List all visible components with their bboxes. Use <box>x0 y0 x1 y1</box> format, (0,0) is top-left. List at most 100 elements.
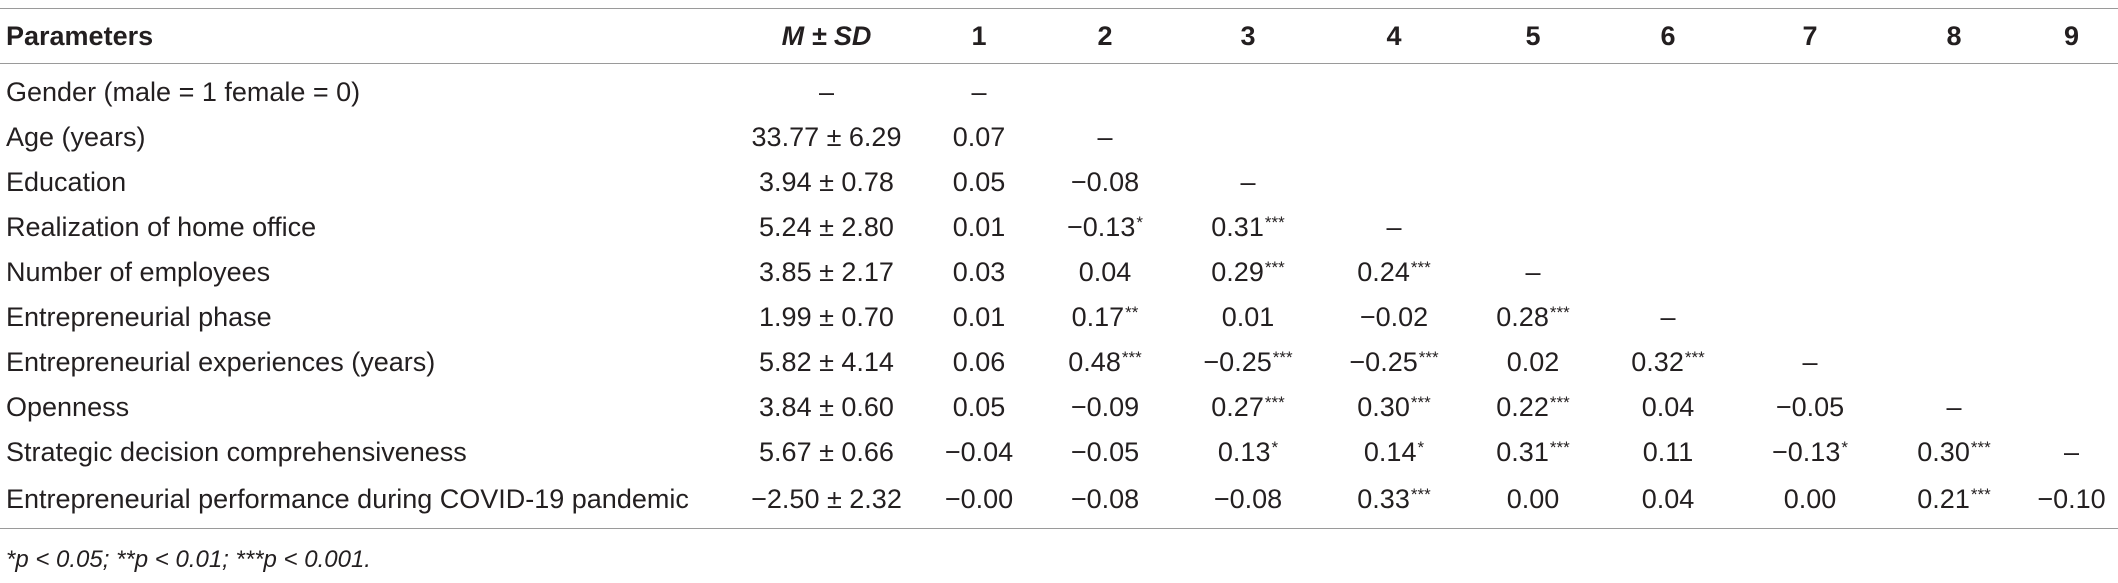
correlation-cell: −0.25*** <box>1321 340 1467 385</box>
correlation-value: 0.06 <box>952 347 1006 377</box>
parameter-name-cell: Openness <box>6 392 130 422</box>
correlation-value: 0.07 <box>952 122 1006 152</box>
correlation-cell <box>1467 205 1599 250</box>
correlation-cell <box>1321 160 1467 205</box>
correlation-value: 0.04 <box>1078 257 1132 287</box>
correlation-cell <box>1175 115 1321 160</box>
correlation-cell: 0.06 <box>923 340 1035 385</box>
correlation-cell <box>1467 64 1599 116</box>
correlation-value: 0.01 <box>952 212 1006 242</box>
correlation-cell <box>1883 250 2025 295</box>
correlation-cell: – <box>2025 430 2118 475</box>
correlation-cell <box>1321 115 1467 160</box>
header-col-9: 9 <box>2063 20 2080 51</box>
correlation-cell <box>1467 160 1599 205</box>
correlation-value: 0.00 <box>1506 484 1560 514</box>
correlation-cell: −0.08 <box>1035 160 1175 205</box>
correlation-value: 0.30 <box>1917 437 1970 467</box>
correlation-cell: 0.01 <box>923 205 1035 250</box>
correlation-value: 0.24 <box>1357 257 1410 287</box>
correlation-cell: – <box>1737 340 1883 385</box>
correlation-value: 0.31 <box>1496 437 1549 467</box>
table-row: Entrepreneurial phase 1.99 ± 0.70 0.01 0.17… <box>0 295 2118 340</box>
correlation-cell: – <box>1883 385 2025 430</box>
correlation-cell: 0.00 <box>1467 475 1599 529</box>
correlation-cell: 0.32*** <box>1599 340 1737 385</box>
parameter-name-cell: Realization of home office <box>6 212 317 242</box>
correlation-cell: 0.01 <box>923 295 1035 340</box>
mean-sd-cell: 1.99 ± 0.70 <box>759 302 894 332</box>
significance-marker: *** <box>1410 393 1431 412</box>
significance-marker: *** <box>1549 303 1570 322</box>
header-col-2: 2 <box>1097 20 1113 51</box>
header-col-4: 4 <box>1386 20 1402 51</box>
correlation-cell: 0.13* <box>1175 430 1321 475</box>
correlation-cell: 0.27*** <box>1175 385 1321 430</box>
significance-marker: * <box>1417 438 1425 457</box>
significance-marker: *** <box>1970 485 1991 504</box>
parameter-name-cell: Age (years) <box>6 122 146 152</box>
correlation-cell: 0.07 <box>923 115 1035 160</box>
correlation-cell <box>1883 205 2025 250</box>
correlation-value: −0.05 <box>1775 392 1845 422</box>
parameter-name-cell: Entrepreneurial experiences (years) <box>6 347 436 377</box>
significance-marker: *** <box>1264 213 1285 232</box>
correlation-value: – <box>1525 257 1541 287</box>
correlation-value: 0.02 <box>1506 347 1560 377</box>
correlation-cell <box>1737 64 1883 116</box>
correlation-value: 0.29 <box>1211 257 1264 287</box>
correlation-cell: −0.13* <box>1737 430 1883 475</box>
correlation-value: −0.04 <box>944 437 1014 467</box>
significance-marker: *** <box>1549 438 1570 457</box>
correlation-cell <box>1883 160 2025 205</box>
mean-sd-cell: – <box>818 77 835 107</box>
correlation-value: – <box>1660 302 1676 332</box>
significance-marker: * <box>1271 438 1279 457</box>
table-row: Number of employees 3.85 ± 2.17 0.03 0.04 0.… <box>0 250 2118 295</box>
correlation-cell <box>1599 115 1737 160</box>
correlation-value: −0.02 <box>1359 302 1429 332</box>
correlation-value: 0.13 <box>1217 437 1271 467</box>
correlation-cell: 0.02 <box>1467 340 1599 385</box>
correlation-value: – <box>971 77 987 107</box>
mean-sd-cell: 33.77 ± 6.29 <box>751 122 902 152</box>
correlation-value: 0.14 <box>1363 437 1417 467</box>
correlation-value: 0.22 <box>1496 392 1549 422</box>
correlation-value: 0.48 <box>1068 347 1121 377</box>
correlation-cell: 0.03 <box>923 250 1035 295</box>
correlation-value: – <box>1802 347 1818 377</box>
correlation-value: – <box>1097 122 1113 152</box>
correlation-cell <box>2025 115 2118 160</box>
parameter-name-cell: Number of employees <box>6 257 271 287</box>
correlation-cell: 0.22*** <box>1467 385 1599 430</box>
correlation-cell: −0.05 <box>1737 385 1883 430</box>
correlation-cell: −0.02 <box>1321 295 1467 340</box>
correlation-cell: 0.31*** <box>1467 430 1599 475</box>
correlation-cell <box>1737 295 1883 340</box>
header-parameters: Parameters <box>6 20 154 51</box>
correlation-cell: – <box>1599 295 1737 340</box>
correlation-cell: 0.48*** <box>1035 340 1175 385</box>
correlation-cell: 0.28*** <box>1467 295 1599 340</box>
significance-marker: *** <box>1264 258 1285 277</box>
correlation-cell <box>1599 205 1737 250</box>
correlation-value: 0.31 <box>1211 212 1264 242</box>
correlation-cell <box>1599 250 1737 295</box>
correlation-cell: −0.04 <box>923 430 1035 475</box>
correlation-cell <box>1737 250 1883 295</box>
header-col-8: 8 <box>1946 20 1962 51</box>
correlation-value: 0.32 <box>1631 347 1684 377</box>
significance-marker: *** <box>1684 348 1705 367</box>
correlation-cell <box>1883 295 2025 340</box>
header-col-6: 6 <box>1660 20 1676 51</box>
correlation-value: −0.00 <box>944 484 1014 514</box>
correlation-cell: 0.04 <box>1599 475 1737 529</box>
correlation-cell: 0.33*** <box>1321 475 1467 529</box>
header-col-3: 3 <box>1240 20 1256 51</box>
correlation-value: 0.04 <box>1641 484 1695 514</box>
correlation-value: 0.28 <box>1496 302 1549 332</box>
correlation-cell <box>2025 295 2118 340</box>
correlation-cell: 0.30*** <box>1883 430 2025 475</box>
table-row: Entrepreneurial performance during COVID… <box>0 475 2118 529</box>
